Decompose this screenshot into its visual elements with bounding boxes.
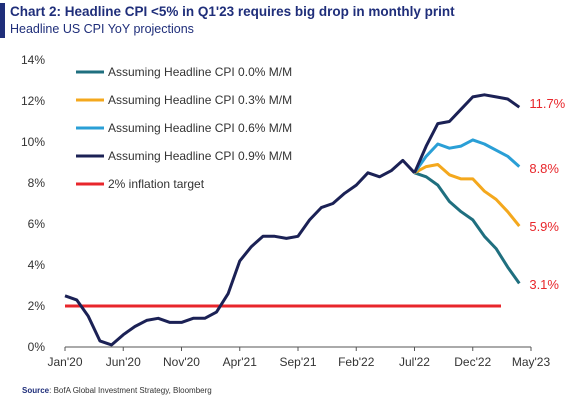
legend-label-4: 2% inflation target [108, 177, 205, 191]
legend-label-1: Assuming Headline CPI 0.3% M/M [108, 93, 292, 107]
y-tick-label: 10% [21, 135, 45, 149]
x-tick-label: Jun'20 [106, 355, 141, 369]
history-line [64, 158, 416, 347]
source-text: : BofA Global Investment Strategy, Bloom… [49, 386, 212, 395]
legend-label-0: Assuming Headline CPI 0.0% M/M [108, 65, 292, 79]
chart-title: Chart 2: Headline CPI <5% in Q1'23 requi… [10, 4, 455, 19]
y-tick-label: 0% [28, 340, 46, 354]
end-label-1: 5.9% [529, 219, 559, 234]
projection-line-2 [413, 138, 521, 174]
x-tick-label: May'23 [512, 355, 551, 369]
x-tick-label: Dec'22 [454, 355, 491, 369]
x-tick-label: Apr'21 [223, 355, 258, 369]
source-note: Source: BofA Global Investment Strategy,… [22, 386, 212, 395]
end-label-0: 3.1% [529, 277, 559, 292]
source-label: Source [22, 386, 50, 395]
y-tick-label: 14% [21, 53, 45, 67]
x-tick-label: Feb'22 [338, 355, 375, 369]
y-tick-label: 2% [28, 299, 46, 313]
projection-line-1 [413, 163, 521, 228]
y-tick-label: 8% [28, 176, 46, 190]
x-tick-label: Sep'21 [280, 355, 317, 369]
legend-label-2: Assuming Headline CPI 0.6% M/M [108, 121, 292, 135]
x-tick-label: Nov'20 [163, 355, 200, 369]
y-tick-label: 4% [28, 258, 46, 272]
title-accent-bar [0, 3, 5, 38]
y-tick-label: 12% [21, 94, 45, 108]
projection-line-0 [414, 171, 521, 285]
x-tick-label: Jul'22 [399, 355, 430, 369]
end-label-3: 11.7% [529, 96, 565, 111]
y-tick-label: 6% [28, 217, 46, 231]
chart-subtitle: Headline US CPI YoY projections [10, 22, 194, 36]
x-tick-label: Jan'20 [48, 355, 83, 369]
end-label-2: 8.8% [529, 161, 559, 176]
legend-label-3: Assuming Headline CPI 0.9% M/M [108, 149, 292, 163]
projection-line-3 [413, 93, 521, 174]
